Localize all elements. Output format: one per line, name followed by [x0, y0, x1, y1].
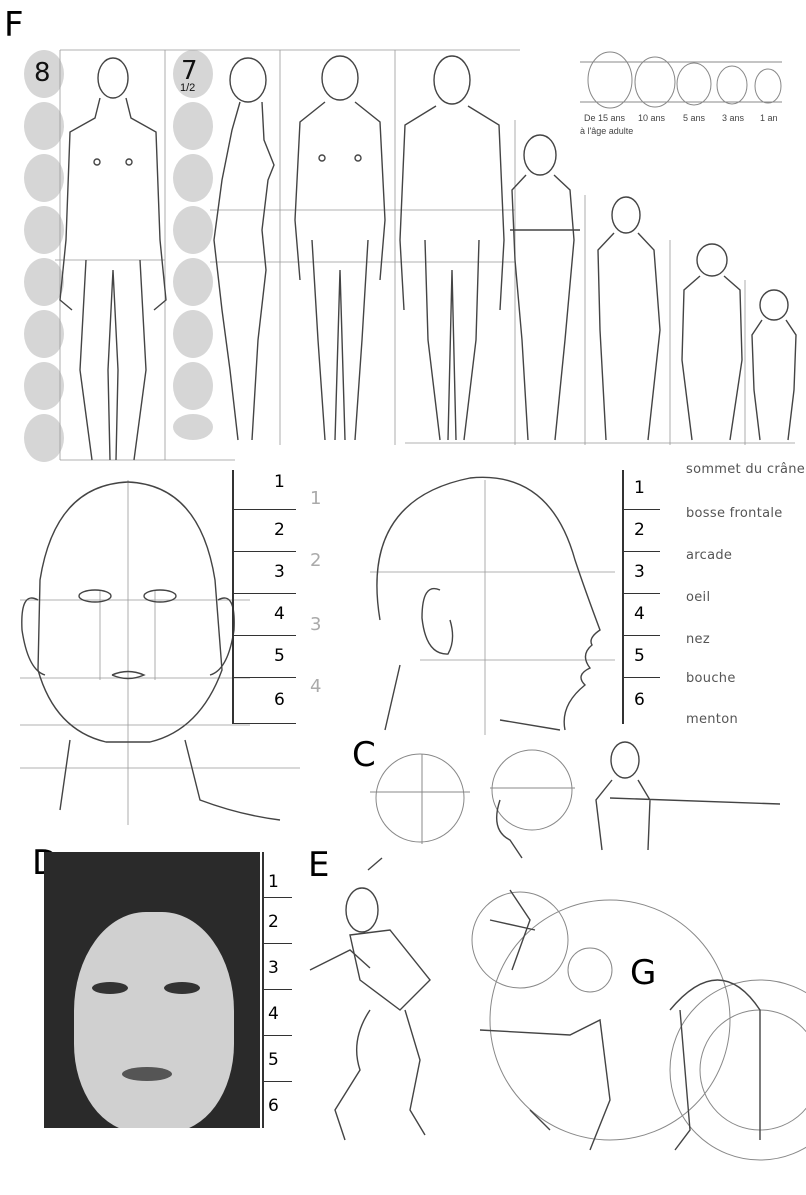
photo-eye-right: [164, 982, 200, 994]
head-unit-oval: [173, 154, 213, 202]
heads-count-fraction: 1/2: [180, 82, 196, 94]
profile-scale-number-6: 6: [634, 690, 645, 710]
front-scale-number-5: 5: [274, 646, 285, 666]
profile-scale-number-1: 1: [634, 478, 645, 498]
child-15-figure: [510, 134, 580, 441]
profile-scale-number-4: 4: [634, 604, 645, 624]
label-menton: menton: [686, 712, 738, 727]
age-label-10: 10 ans: [638, 113, 666, 123]
heads-count-8: 8: [34, 58, 51, 88]
panel-letter-e: E: [308, 845, 330, 885]
photo-scale-number-1: 1: [268, 872, 279, 892]
head-unit-oval-half: [173, 414, 213, 440]
photo-face: [44, 852, 260, 1128]
photo-face-scale: 1 2 3 4 5 6: [262, 852, 292, 1128]
child-5-figure: [681, 243, 743, 441]
front-face-scale: 1 2 3 4 5 6: [232, 470, 296, 724]
profile-face-diagram: [370, 476, 615, 735]
grey-scale-number-1: 1: [310, 488, 322, 509]
head-unit-oval: [24, 206, 64, 254]
head-unit-oval: [173, 102, 213, 150]
head-unit-oval: [24, 50, 64, 98]
head-unit-oval: [24, 258, 64, 306]
profile-face-scale: 1 2 3 4 5 6: [622, 470, 660, 724]
photo-scale-number-3: 3: [268, 958, 279, 978]
head-unit-oval: [173, 206, 213, 254]
head-unit-oval: [24, 102, 64, 150]
photo-scale-number-6: 6: [268, 1096, 279, 1116]
label-sommet-du-crane: sommet du crâne: [686, 462, 806, 477]
photo-scale-number-4: 4: [268, 1004, 279, 1024]
front-scale-number-6: 6: [274, 690, 285, 710]
head-rotation-sketches: [370, 741, 781, 859]
front-face-diagram: [20, 480, 300, 825]
head-unit-oval: [24, 154, 64, 202]
head-unit-oval: [24, 310, 64, 358]
panel-letter-f: F: [4, 5, 24, 45]
female-front-figure-2: [294, 55, 386, 441]
front-scale-number-2: 2: [274, 520, 285, 540]
label-bouche: bouche: [686, 671, 736, 686]
age-label-5: 5 ans: [683, 113, 706, 123]
mannequin-batter-sketch: [309, 857, 431, 1141]
front-scale-number-1: 1: [274, 472, 285, 492]
label-nez: nez: [686, 632, 710, 647]
photo-lips: [122, 1067, 172, 1081]
head-unit-oval: [173, 310, 213, 358]
child-10-figure: [597, 196, 661, 441]
head-units-column-8: [24, 50, 64, 466]
label-arcade: arcade: [686, 548, 733, 563]
photo-face-skin: [74, 912, 234, 1128]
head-units-column-7-5: [173, 50, 213, 444]
figure-proportion-sketches: [55, 49, 797, 461]
photo-scale-number-5: 5: [268, 1050, 279, 1070]
female-profile-figure: [213, 57, 275, 441]
age-label-3: 3 ans: [722, 113, 745, 123]
front-scale-number-4: 4: [274, 604, 285, 624]
head-growth-ovals: [580, 51, 782, 109]
head-unit-oval: [173, 258, 213, 306]
child-3-figure: [751, 289, 797, 441]
label-oeil: oeil: [686, 590, 711, 605]
age-label-15: De 15 ans: [584, 113, 626, 123]
limb-rotation-sketches: [471, 889, 806, 1161]
head-unit-oval: [173, 50, 213, 98]
profile-scale-number-3: 3: [634, 562, 645, 582]
head-unit-oval: [173, 362, 213, 410]
photo-eye-left: [92, 982, 128, 994]
age-label-1: 1 an: [760, 113, 778, 123]
grey-scale-number-4: 4: [310, 676, 322, 697]
grey-scale-number-3: 3: [310, 614, 322, 635]
front-scale-number-3: 3: [274, 562, 285, 582]
female-front-figure: [59, 57, 167, 461]
profile-scale-number-2: 2: [634, 520, 645, 540]
head-unit-oval: [24, 362, 64, 410]
panel-letter-g: G: [630, 953, 657, 993]
heads-count-7: 7: [181, 56, 198, 86]
profile-scale-number-5: 5: [634, 646, 645, 666]
photo-scale-number-2: 2: [268, 912, 279, 932]
male-front-figure: [399, 55, 505, 441]
grey-scale-number-2: 2: [310, 550, 322, 571]
head-unit-oval: [24, 414, 64, 462]
label-bosse-frontale: bosse frontale: [686, 506, 783, 521]
age-label-adult: à l'âge adulte: [580, 126, 634, 136]
panel-letter-c: C: [352, 735, 376, 775]
